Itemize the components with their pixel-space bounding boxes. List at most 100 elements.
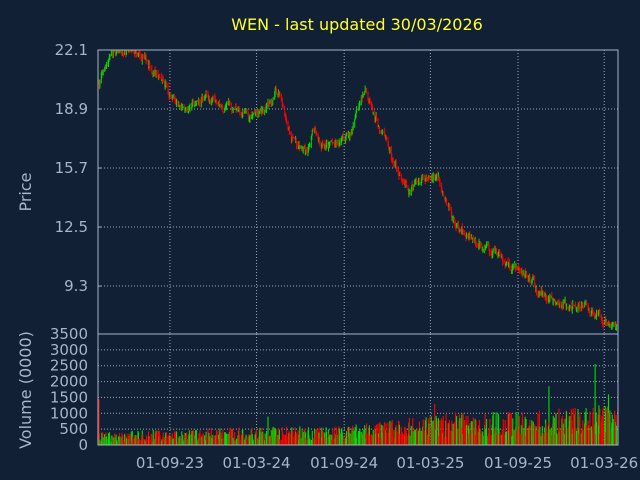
volume-bar xyxy=(182,434,184,445)
volume-bar xyxy=(479,428,481,445)
price-tick-label: 15.7 xyxy=(55,159,88,177)
volume-bar xyxy=(382,427,384,445)
volume-bar xyxy=(339,433,341,445)
volume-bar xyxy=(462,412,464,445)
volume-bar xyxy=(554,417,556,445)
volume-bar xyxy=(292,437,294,445)
volume-bar xyxy=(256,428,258,445)
volume-bar xyxy=(537,413,539,445)
volume-bar xyxy=(117,436,120,445)
volume-bar xyxy=(402,434,404,445)
volume-bar xyxy=(486,418,488,445)
volume-bar xyxy=(406,433,408,445)
volume-bar xyxy=(210,428,212,445)
volume-bar xyxy=(409,435,411,445)
price-tick-label: 12.5 xyxy=(55,218,88,236)
volume-tick-label: 3500 xyxy=(50,325,88,343)
date-tick-label: 01-03-26 xyxy=(570,454,638,472)
volume-bar xyxy=(416,429,418,445)
volume-bar xyxy=(176,431,178,445)
volume-bar xyxy=(346,431,348,445)
volume-tick-label: 1500 xyxy=(50,388,88,406)
price-candles xyxy=(97,50,619,332)
volume-bar xyxy=(122,435,124,445)
volume-bar xyxy=(376,424,378,445)
volume-bar xyxy=(452,423,454,445)
volume-bar xyxy=(589,411,591,445)
volume-bar xyxy=(436,418,438,445)
volume-bar xyxy=(408,417,410,445)
chart-title: WEN - last updated 30/03/2026 xyxy=(231,15,483,34)
volume-bar xyxy=(152,429,154,445)
volume-bar xyxy=(579,412,581,445)
price-axis-ticks: 22.1 18.9 15.7 12.5 9.3 xyxy=(55,41,101,295)
volume-bar xyxy=(151,434,153,445)
volume-bar xyxy=(272,426,274,445)
volume-bar xyxy=(130,431,132,445)
volume-bar xyxy=(202,433,204,445)
volume-bar xyxy=(399,433,401,445)
volume-tick-label: 2000 xyxy=(50,373,88,391)
volume-bar xyxy=(115,434,117,445)
volume-bar xyxy=(98,399,100,445)
volume-bar xyxy=(119,436,121,445)
volume-bar xyxy=(330,434,332,445)
volume-bar xyxy=(299,426,301,445)
volume-bar xyxy=(396,428,398,445)
volume-bar xyxy=(266,430,268,445)
volume-bar xyxy=(471,421,473,445)
volume-bar xyxy=(429,416,431,445)
volume-bar xyxy=(171,433,173,445)
volume-gridlines xyxy=(98,334,618,445)
date-axis-ticks: 01-09-23 01-03-24 01-09-24 01-03-25 01-09-25… xyxy=(136,454,638,472)
volume-bar xyxy=(555,413,557,445)
volume-bar xyxy=(496,435,498,445)
volume-bar xyxy=(311,430,313,445)
volume-bar xyxy=(476,428,478,445)
volume-bar xyxy=(519,433,521,445)
volume-bar xyxy=(372,429,374,445)
volume-bar xyxy=(334,426,336,445)
volume-bar xyxy=(232,437,234,445)
volume-bar xyxy=(209,436,211,445)
volume-bar xyxy=(616,425,618,445)
volume-bar xyxy=(222,437,224,445)
volume-bar xyxy=(437,418,440,445)
volume-bar xyxy=(556,433,558,445)
volume-bar xyxy=(238,434,240,445)
volume-bar xyxy=(412,431,414,445)
volume-bar xyxy=(474,418,476,445)
volume-bar xyxy=(302,431,304,445)
volume-bar xyxy=(499,432,501,445)
volume-bar xyxy=(282,434,284,445)
date-tick-label: 01-09-23 xyxy=(136,454,204,472)
volume-bar xyxy=(347,426,350,445)
volume-bar xyxy=(428,423,430,445)
volume-bar xyxy=(195,429,197,445)
volume-bar xyxy=(599,409,601,445)
volume-bar xyxy=(306,440,308,445)
volume-bar xyxy=(104,434,106,445)
volume-bar xyxy=(510,413,512,445)
volume-bar xyxy=(612,419,614,445)
volume-bar xyxy=(232,428,234,445)
volume-bar xyxy=(229,427,231,445)
volume-bar xyxy=(222,429,224,445)
volume-bar xyxy=(279,439,281,445)
volume-bar xyxy=(196,430,198,445)
volume-bar xyxy=(386,433,388,445)
volume-bar xyxy=(574,407,576,445)
volume-bar xyxy=(548,386,550,445)
volume-bar xyxy=(592,407,594,445)
volume-bar xyxy=(602,407,604,445)
volume-bar xyxy=(189,435,191,445)
volume-bar xyxy=(314,433,316,445)
volume-bar xyxy=(562,423,564,445)
volume-bar xyxy=(192,429,194,445)
volume-bar xyxy=(459,418,461,445)
volume-bar xyxy=(441,420,443,445)
volume-bar xyxy=(446,436,448,445)
volume-bar xyxy=(609,410,611,445)
